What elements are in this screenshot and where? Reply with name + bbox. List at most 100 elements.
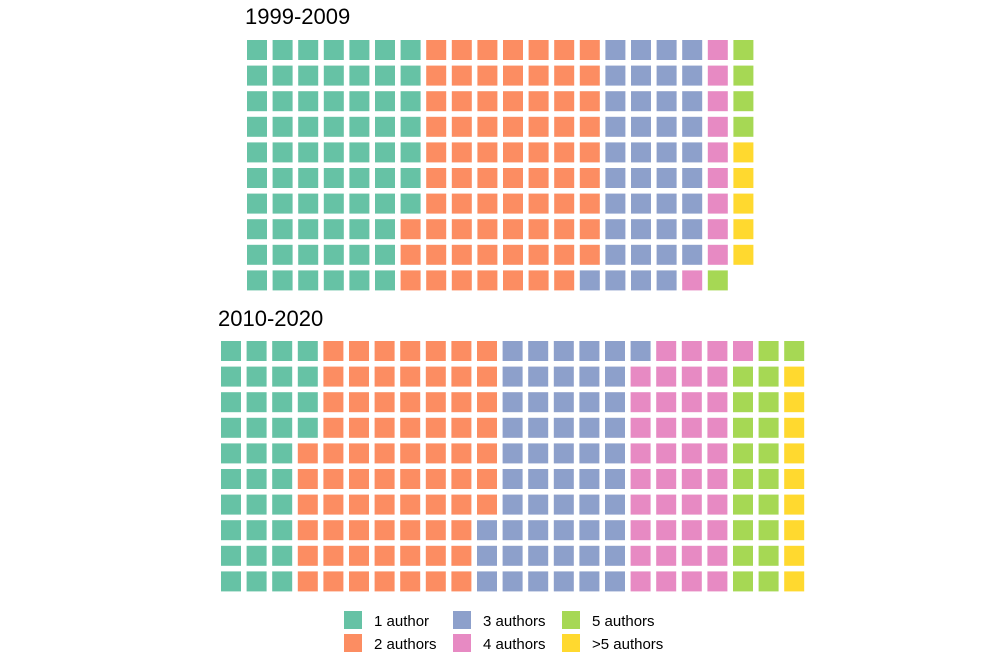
waffle-cell-more-than-5-authors xyxy=(784,417,805,438)
waffle-cell-3-authors xyxy=(553,392,574,413)
waffle-cell-more-than-5-authors xyxy=(784,469,805,489)
waffle-cell-1-author xyxy=(272,116,293,137)
waffle-cell-2-authors xyxy=(477,142,498,163)
waffle-cell-2-authors xyxy=(323,417,344,438)
waffle-cell-2-authors xyxy=(503,244,523,265)
waffle-cell-1-author xyxy=(375,193,395,214)
waffle-cell-2-authors xyxy=(451,341,472,361)
waffle-cell-3-authors xyxy=(528,469,549,489)
waffle-cell-4-authors xyxy=(707,168,728,188)
waffle-cell-2-authors xyxy=(579,193,600,214)
waffle-cell-3-authors xyxy=(502,366,523,387)
waffle-cell-2-authors xyxy=(528,244,549,265)
waffle-cell-3-authors xyxy=(502,341,523,361)
waffle-cell-2-authors xyxy=(426,65,447,86)
waffle-cell-2-authors xyxy=(400,270,421,291)
waffle-cell-2-authors xyxy=(374,392,395,413)
waffle-cell-1-author xyxy=(375,91,395,112)
waffle-cell-4-authors xyxy=(707,219,728,240)
legend-item-3-authors: 3 authors xyxy=(453,611,546,630)
waffle-cell-2-authors xyxy=(554,116,575,137)
waffle-cell-3-authors xyxy=(682,40,703,60)
waffle-cell-4-authors xyxy=(682,270,703,291)
waffle-cell-3-authors xyxy=(502,392,523,413)
waffle-cell-3-authors xyxy=(605,545,625,566)
waffle-cell-2-authors xyxy=(425,341,446,361)
waffle-cell-1-author xyxy=(221,469,241,489)
waffle-cell-2-authors xyxy=(554,91,575,112)
waffle-cell-2-authors xyxy=(554,142,575,163)
waffle-cell-3-authors xyxy=(579,520,600,541)
waffle-cell-2-authors xyxy=(425,417,446,438)
waffle-cell-1-author xyxy=(323,65,344,86)
waffle-cell-2-authors xyxy=(297,443,318,464)
waffle-cell-3-authors xyxy=(682,168,703,188)
waffle-cell-1-author xyxy=(375,219,395,240)
waffle-cell-2-authors xyxy=(451,571,472,592)
waffle-cell-3-authors xyxy=(631,142,651,163)
waffle-cell-4-authors xyxy=(656,417,677,438)
legend-swatch-4-authors xyxy=(453,634,471,652)
waffle-cell-1-author xyxy=(246,366,267,387)
waffle-cell-3-authors xyxy=(656,219,677,240)
waffle-cell-1-author xyxy=(298,193,319,214)
waffle-cell-3-authors xyxy=(682,116,703,137)
waffle-cell-2-authors xyxy=(426,270,447,291)
waffle-cell-2-authors xyxy=(349,417,369,438)
waffle-cell-2-authors xyxy=(554,219,575,240)
waffle-cell-3-authors xyxy=(630,341,651,361)
waffle-cell-1-author xyxy=(400,40,421,60)
legend-label-5-authors: 5 authors xyxy=(592,613,655,630)
waffle-cell-2-authors xyxy=(297,520,318,541)
waffle-cell-3-authors xyxy=(631,219,651,240)
waffle-cell-2-authors xyxy=(425,366,446,387)
waffle-cell-5-authors xyxy=(733,65,754,86)
waffle-cell-2-authors xyxy=(477,244,498,265)
waffle-cell-2-authors xyxy=(323,366,344,387)
waffle-cell-5-authors xyxy=(758,494,779,515)
waffle-cell-2-authors xyxy=(477,443,497,464)
waffle-cell-2-authors xyxy=(503,270,523,291)
waffle-cell-3-authors xyxy=(656,91,677,112)
waffle-cell-1-author xyxy=(272,469,293,489)
waffle-cell-2-authors xyxy=(503,91,523,112)
waffle-cell-2-authors xyxy=(425,520,446,541)
waffle-cell-2-authors xyxy=(349,366,369,387)
waffle-cell-2-authors xyxy=(503,193,523,214)
waffle-cell-2-authors xyxy=(400,392,421,413)
waffle-cell-2-authors xyxy=(451,193,472,214)
waffle-cell-1-author xyxy=(349,270,370,291)
waffle-cell-2-authors xyxy=(323,571,344,592)
waffle-cell-3-authors xyxy=(502,494,523,515)
waffle-cell-2-authors xyxy=(554,65,575,86)
waffle-cell-1-author xyxy=(272,494,293,515)
waffle-cell-1-author xyxy=(349,168,370,188)
waffle-cell-more-than-5-authors xyxy=(784,494,805,515)
waffle-cell-2-authors xyxy=(451,40,472,60)
waffle-panel-2010-2020: 2010-2020 xyxy=(218,306,805,592)
waffle-cell-5-authors xyxy=(733,469,753,489)
waffle-cell-2-authors xyxy=(297,545,318,566)
legend-label-4-authors: 4 authors xyxy=(483,636,546,653)
waffle-cell-5-authors xyxy=(733,366,753,387)
waffle-cell-more-than-5-authors xyxy=(733,219,754,240)
panel-title-2010-2020: 2010-2020 xyxy=(218,306,323,331)
waffle-cell-more-than-5-authors xyxy=(733,244,754,265)
waffle-cell-1-author xyxy=(272,65,293,86)
waffle-cell-3-authors xyxy=(553,469,574,489)
waffle-cell-1-author xyxy=(375,142,395,163)
waffle-cell-2-authors xyxy=(297,571,318,592)
waffle-cell-3-authors xyxy=(605,65,626,86)
waffle-cell-5-authors xyxy=(758,469,779,489)
waffle-cell-1-author xyxy=(247,193,267,214)
waffle-cell-1-author xyxy=(323,142,344,163)
waffle-cell-2-authors xyxy=(323,392,344,413)
legend-item-more-than-5-authors: >5 authors xyxy=(562,634,663,653)
waffle-cell-3-authors xyxy=(502,520,523,541)
waffle-cell-3-authors xyxy=(553,494,574,515)
legend-label-1-author: 1 author xyxy=(374,613,429,630)
waffle-cell-4-authors xyxy=(707,341,728,361)
waffle-cell-2-authors xyxy=(579,65,600,86)
waffle-cell-1-author xyxy=(349,193,370,214)
waffle-cell-2-authors xyxy=(477,40,498,60)
